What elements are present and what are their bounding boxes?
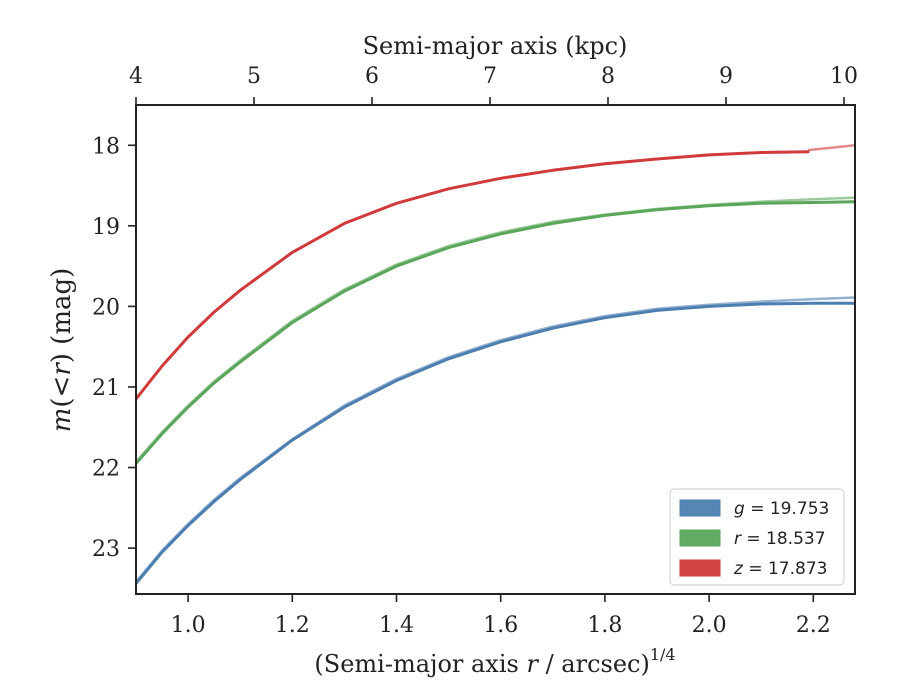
- y-axis-title: m(<r) (mag): [47, 268, 77, 433]
- y-label-close: ): [47, 353, 77, 363]
- y-label-paren: (<: [47, 376, 77, 408]
- x-bottom-tick-label: 1.8: [587, 613, 622, 638]
- series-r-line: [136, 200, 855, 465]
- legend-label-r: r = 18.537: [734, 529, 826, 549]
- legend-label-z: z = 17.873: [733, 559, 827, 579]
- x-top-tick-label: 5: [247, 64, 261, 89]
- x-top-tick-label: 6: [365, 64, 379, 89]
- x-label-prefix: (Semi-major axis: [314, 650, 526, 678]
- x-top-tick-label: 7: [483, 64, 497, 89]
- x-bottom-tick-label: 1.4: [379, 613, 414, 638]
- x-bottom-tick-label: 2.0: [692, 613, 727, 638]
- x-top-axis-title: Semi-major axis (kpc): [363, 32, 628, 60]
- x-bottom-axis-title: (Semi-major axis r / arcsec)1/4: [314, 645, 675, 678]
- x-label-var: r: [526, 650, 539, 678]
- y-tick-label: 22: [92, 457, 120, 482]
- legend-swatch-g: [679, 499, 721, 517]
- x-top-tick-label: 8: [601, 64, 615, 89]
- x-bottom-tick-label: 1.6: [483, 613, 518, 638]
- legend-label-g: g = 19.753: [734, 499, 829, 519]
- y-tick-label: 19: [92, 215, 120, 240]
- x-bottom-axis: 1.0 1.2 1.4 1.6 1.8 2.0 2.2: [171, 594, 831, 638]
- plot-frame: [135, 104, 856, 595]
- x-bottom-tick-label: 1.0: [171, 613, 206, 638]
- y-tick-label: 20: [92, 295, 120, 320]
- legend-swatch-z: [679, 559, 721, 577]
- x-top-tick-label: 10: [830, 64, 858, 89]
- x-bottom-tick-label: 1.2: [275, 613, 310, 638]
- x-label-sup: 1/4: [650, 645, 676, 664]
- x-bottom-tick-label: 2.2: [796, 613, 831, 638]
- x-label-mid: / arcsec): [538, 650, 650, 678]
- x-top-tick-label: 4: [129, 64, 143, 89]
- x-top-axis: 4 5 6 7 8 9 10: [129, 64, 858, 105]
- y-label-var-b: r: [47, 362, 77, 376]
- y-tick-label: 21: [92, 376, 120, 401]
- x-top-tick-label: 9: [719, 64, 733, 89]
- series-z-line: [136, 150, 810, 401]
- y-label-var-a: m: [47, 408, 77, 433]
- legend: g = 19.753 r = 18.537 z = 17.873: [669, 488, 845, 586]
- y-tick-label: 23: [92, 537, 120, 562]
- series-g-line: [136, 301, 855, 585]
- series-layer: [136, 144, 855, 585]
- y-label-unit: (mag): [47, 268, 77, 353]
- y-axis: 18 19 20 21 22 23: [92, 134, 136, 562]
- legend-swatch-r: [679, 529, 721, 547]
- series-r-band: [136, 196, 855, 463]
- series-z-band: [807, 144, 855, 152]
- y-tick-label: 18: [92, 134, 120, 159]
